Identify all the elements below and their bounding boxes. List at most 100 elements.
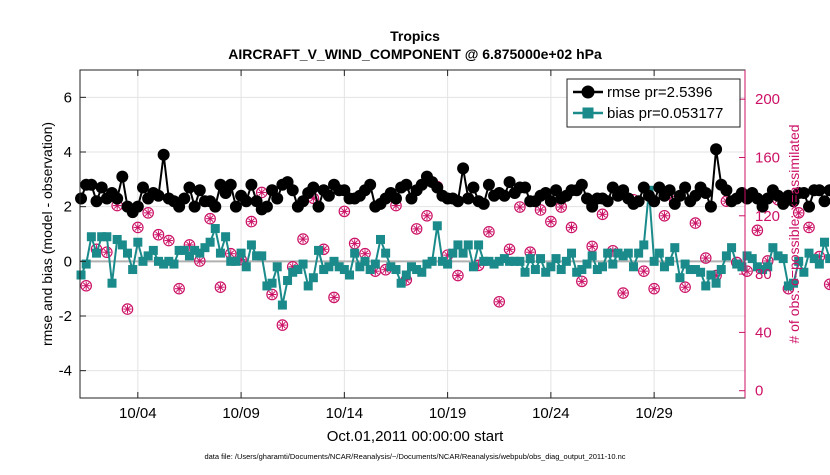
obs-possible-circle [545,215,557,228]
bias-point [608,259,618,269]
obs-assimilated-cross [692,219,699,227]
bias-point [484,256,494,266]
obs-possible-circle [751,224,764,237]
rmse-point [85,178,98,191]
bias-point [639,240,649,250]
bias-point [634,248,644,258]
obs-possible-circle [565,221,578,234]
bias-point [128,265,138,275]
bias-point [169,259,179,269]
obs-count-marker [328,291,340,304]
obs-assimilated-cross [805,224,813,231]
bias-point [262,281,272,291]
bias-point [690,265,700,275]
obs-count-marker [297,233,309,245]
bias-point [370,259,380,269]
rmse-point [286,184,299,197]
x-tick-label: 10/04 [119,405,157,422]
obs-possible-circle [328,291,340,304]
bias-point [721,251,731,261]
bias-point [479,256,489,266]
obs-count-marker [617,287,629,299]
obs-count-marker [276,319,289,331]
chart-subtitle: AIRCRAFT_V_WIND_COMPONENT @ 6.875000e+02… [228,46,602,62]
y2-tick-label: 120 [755,208,780,225]
bias-point [582,259,592,269]
obs-possible-circle [245,215,258,228]
bias-point [432,221,442,231]
bias-point [520,267,530,277]
bias-point [711,278,721,288]
bias-point [768,243,778,253]
obs-assimilated-cross [134,224,142,231]
bias-point [190,245,200,255]
obs-count-marker [565,221,578,234]
obs-assimilated-cross [547,218,555,225]
rmse-point [679,181,692,194]
obs-count-marker [80,279,92,292]
obs-count-marker [699,252,712,264]
obs-count-marker [452,269,464,282]
obs-possible-circle [214,281,227,294]
bias-point [794,256,804,266]
bias-point [505,256,515,266]
bias-point [530,265,540,275]
obs-possible-circle [803,221,815,234]
obs-assimilated-cross [413,225,420,233]
bias-point [92,248,102,258]
bias-point [546,262,556,272]
bias-point [179,245,189,255]
bias-point [825,254,830,264]
bias-point [701,281,711,291]
bias-point [448,248,458,258]
y2-tick-label: 160 [755,149,780,166]
bias-point [727,243,737,253]
obs-assimilated-cross [619,289,627,297]
bias-point [97,232,107,242]
bias-point [453,240,463,250]
obs-assimilated-cross [557,203,565,211]
obs-possible-circle [297,233,309,245]
bias-point [659,262,669,272]
obs-count-marker [142,207,154,219]
x-tick-label: 10/29 [635,405,673,422]
y-tick-label: 2 [64,199,72,216]
obs-possible-circle [514,201,526,213]
obs-assimilated-cross [599,210,606,218]
bias-point [458,248,468,258]
obs-possible-circle [648,282,660,295]
obs-possible-circle [276,319,289,331]
obs-possible-circle [338,205,351,218]
obs-possible-circle [493,295,506,308]
obs-possible-circle [638,265,650,277]
bias-point [422,259,432,269]
obs-assimilated-cross [361,250,369,258]
obs-assimilated-cross [341,208,348,215]
bias-point [437,256,447,266]
obs-possible-circle [596,208,609,221]
obs-count-marker [751,224,764,237]
bias-point [215,248,225,258]
bias-point [350,248,360,258]
bias-point [499,254,509,264]
bias-point [603,248,613,258]
bias-point [654,248,664,258]
obs-count-marker [173,282,185,295]
x-tick-label: 10/24 [532,405,570,422]
bias-point [138,256,148,266]
obs-possible-circle [410,223,423,235]
bias-point [525,254,535,264]
y-tick-label: 6 [64,89,72,106]
obs-possible-circle [152,228,165,241]
bias-point [112,234,122,244]
obs-possible-circle [617,287,629,299]
rmse-point [209,200,222,213]
bias-point [360,256,370,266]
obs-assimilated-cross [454,272,462,279]
rmse-point [307,181,320,194]
rmse-point [90,195,103,208]
rmse-point [720,184,733,197]
bias-point [783,281,793,291]
bias-point [820,237,830,247]
